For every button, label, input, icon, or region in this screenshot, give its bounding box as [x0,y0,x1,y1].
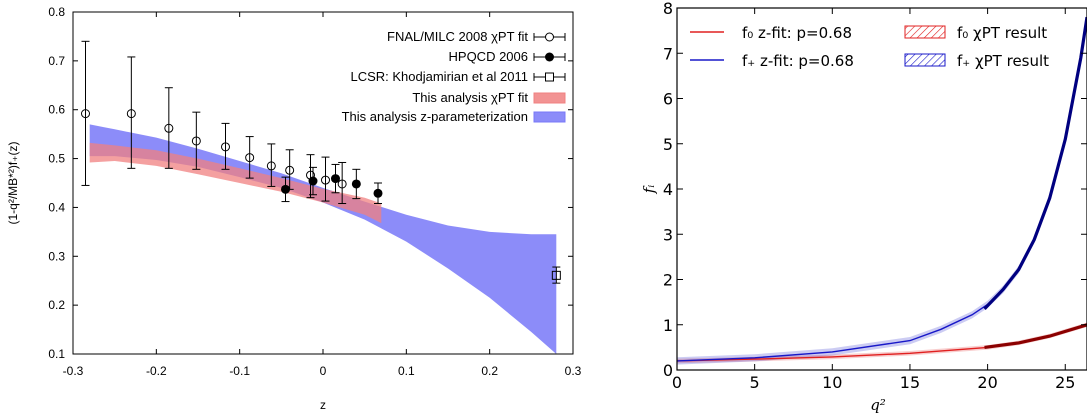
legend-label: LCSR: Khodjamirian et al 2011 [350,69,528,84]
fnal-milc-point [337,161,347,205]
y-tick-label: 0.4 [48,200,65,214]
y-tick-label: 7 [663,44,673,63]
hpqcd-point [373,182,383,205]
open-circle-marker [245,153,255,163]
right-plot-area [677,13,1087,365]
legend-swatch [904,53,946,67]
legend-marker [545,72,554,82]
y-tick-label: 8 [663,0,673,18]
y-tick-label: 4 [663,180,673,199]
open-circle-marker [81,109,90,119]
y-tick-label: 0.5 [48,152,65,166]
y-tick-label: 0.7 [48,54,65,68]
left-chart: -0.3 -0.2 -0.1 0 0.1 0.2 0.3 0.1 0.2 0.3 0.4 0.5 0.6… [6,5,582,412]
open-circle-marker [321,175,330,185]
y-tick-label: 0.8 [48,5,65,19]
legend-label: HPQCD 2006 [449,49,528,64]
filled-circle-marker [373,188,383,198]
open-circle-marker [191,136,201,146]
fnal-milc-point [245,136,255,179]
filled-circle-marker [351,179,361,189]
y-tick-label: 6 [663,90,673,109]
x-axis-label: q² [870,396,886,414]
open-circle-marker [164,123,174,133]
x-tick-label: 25 [1055,373,1075,392]
y-tick-label: 5 [663,135,673,154]
y-tick-label: 0 [663,361,673,380]
legend-label: f₀ χPT result [957,24,1047,42]
hpqcd-point [331,163,340,194]
x-tick-label: -0.3 [63,364,84,378]
z-parameterization-band [89,124,557,354]
x-tick-label: 15 [900,373,920,392]
filled-circle-marker [308,176,318,186]
hpqcd-point [351,168,361,200]
legend-label: This analysis χPT fit [412,90,528,105]
legend-swatch [533,92,566,104]
x-tick-label: 0.3 [565,364,582,378]
legend-label: This analysis z-parameterization [342,109,528,124]
fplus-chipt-result [983,16,1087,311]
right-chart: 0 5 10 15 20 25 0 1 2 3 4 5 6 7 8 q² fᵢ f₀ z-fit: p=0.68 f… [640,0,1087,414]
open-circle-marker [266,161,276,171]
y-tick-label: 0.3 [48,249,65,263]
fnal-milc-point [126,56,136,169]
x-axis-label: z [320,398,326,412]
x-tick-label: 0.1 [398,364,415,378]
legend-swatch [904,25,946,39]
legend-label: f₊ χPT result [957,52,1049,70]
hpqcd-point [281,176,290,203]
x-tick-label: 20 [977,373,997,392]
open-circle-marker [285,165,295,175]
fnal-milc-point [321,156,330,202]
open-circle-marker [126,109,136,119]
x-tick-label: 0.2 [481,364,498,378]
y-tick-label: 3 [663,225,673,244]
open-square-marker [551,270,561,280]
y-axis-label: fᵢ [640,185,658,195]
hpqcd-point [308,166,318,196]
open-circle-marker [337,179,347,189]
legend-marker [545,32,554,42]
fnal-milc-point [81,40,90,186]
x-tick-label: 5 [750,373,760,392]
fnal-milc-point [164,87,174,169]
chipt-fit-band [89,142,382,224]
x-tick-label: -0.2 [146,364,167,378]
y-tick-label: 0.6 [48,103,65,117]
f0-chipt-result [984,323,1087,349]
filled-circle-marker [281,184,290,194]
left-plot-area [81,40,561,354]
filled-circle-marker [331,174,340,184]
lcsr-point [551,266,561,284]
x-tick-label: 10 [822,373,842,392]
fnal-milc-point [266,143,276,187]
fnal-milc-point [221,122,230,170]
y-tick-label: 1 [663,316,673,335]
y-axis-label: (1-q²/MB*²)f₊(z) [6,142,20,225]
x-tick-label: 0 [320,364,327,378]
legend-marker [545,52,554,62]
x-tick-label: -0.1 [229,364,250,378]
legend-label: f₊ z-fit: p=0.68 [742,52,854,70]
fnal-milc-point [191,111,201,170]
legend-label: FNAL/MILC 2008 χPT fit [387,29,528,44]
y-tick-label: 0.1 [48,347,65,361]
open-circle-marker [221,142,230,152]
legend-swatch [533,111,566,123]
legend-label: f₀ z-fit: p=0.68 [742,24,852,42]
y-tick-label: 2 [663,271,673,290]
y-tick-label: 0.2 [48,298,65,312]
x-tick-label: 0 [672,373,682,392]
